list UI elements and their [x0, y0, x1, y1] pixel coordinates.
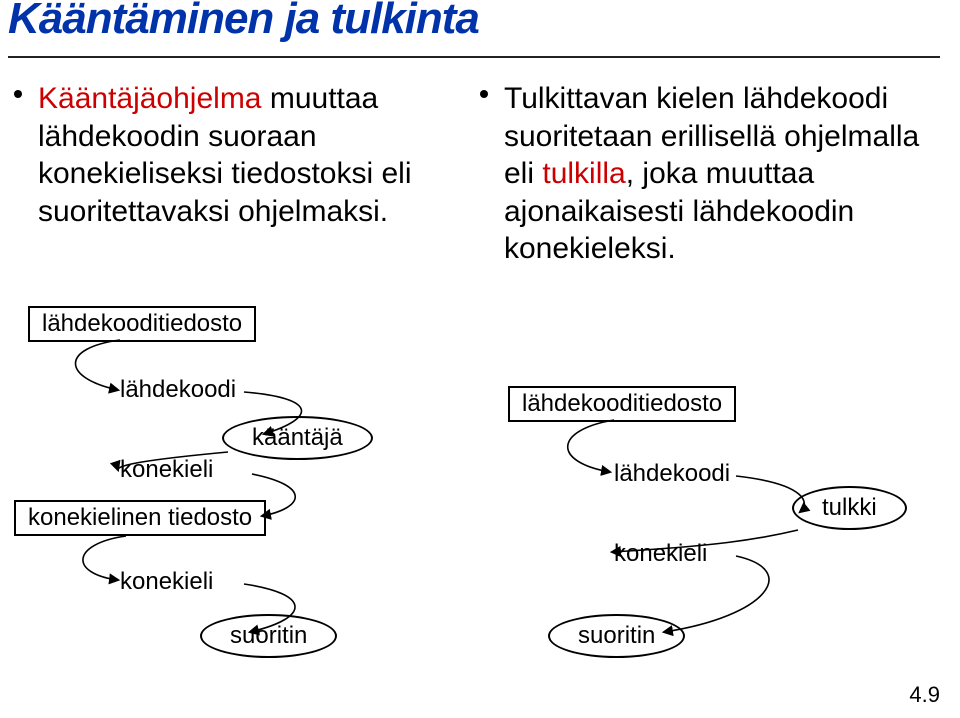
- box-konekielinen-tiedosto: konekielinen tiedosto: [14, 500, 266, 536]
- title-rule: [8, 56, 940, 58]
- right-bullet-text: Tulkittavan kielen lähdekoodi suoritetaa…: [504, 80, 920, 268]
- left-bullet-text: Kääntäjäohjelma muuttaa lähdekoodin suor…: [38, 80, 454, 230]
- flow-arrow: [568, 420, 614, 472]
- box-lahdekooditiedosto-left: lähdekooditiedosto: [28, 306, 256, 342]
- box-lahdekooditiedosto-right: lähdekooditiedosto: [508, 386, 736, 422]
- label-konekieli-right: konekieli: [614, 540, 707, 568]
- label-konekieli-left-1: konekieli: [120, 456, 213, 484]
- left-bullet-block: Kääntäjäohjelma muuttaa lähdekoodin suor…: [14, 80, 454, 230]
- oval-tulkki: tulkki: [792, 486, 907, 530]
- right-bullet-block: Tulkittavan kielen lähdekoodi suoritetaa…: [480, 80, 920, 268]
- left-bullet-red: Kääntäjäohjelma: [38, 82, 262, 115]
- bullet-dot-icon: [14, 90, 22, 98]
- slide-title: Kääntäminen ja tulkinta: [8, 0, 479, 44]
- oval-kaantaja: kääntäjä: [222, 416, 373, 460]
- right-bullet-red: tulkilla: [542, 157, 625, 190]
- slide-page: Kääntäminen ja tulkinta Kääntäjäohjelma …: [0, 0, 960, 718]
- label-lahdekoodi-right: lähdekoodi: [614, 460, 730, 488]
- label-konekieli-left-2: konekieli: [120, 568, 213, 596]
- oval-suoritin-right: suoritin: [548, 614, 685, 658]
- flow-arrow: [76, 340, 121, 390]
- page-number: 4.9: [909, 682, 940, 708]
- bullet-dot-icon: [480, 90, 488, 98]
- oval-suoritin-left: suoritin: [200, 614, 337, 658]
- label-lahdekoodi-left: lähdekoodi: [120, 376, 236, 404]
